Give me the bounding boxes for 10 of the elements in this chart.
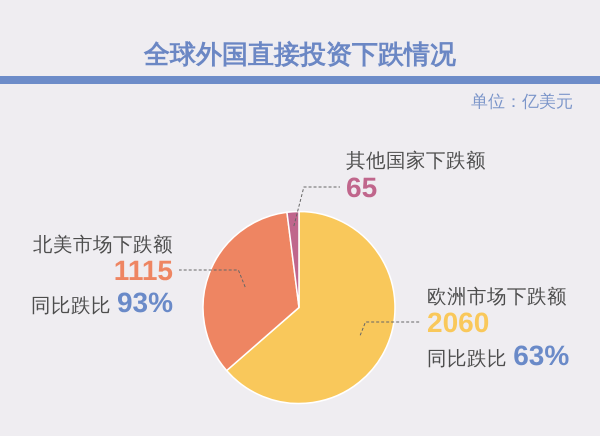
chart-subtitle: 单位：亿美元 (471, 92, 573, 112)
slice-label: 北美市场下跌额 (33, 233, 173, 256)
data-label: 2060 (427, 307, 490, 338)
chart-title: 全球外国直接投资下跌情况 (143, 40, 457, 70)
text: 同比跌比 63% (427, 340, 570, 371)
data-label: 1115 (114, 255, 173, 286)
slice-label: 其他国家下跌额 (346, 149, 486, 172)
slice-label: 欧洲市场下跌额 (427, 285, 567, 308)
text: 同比跌比 93% (30, 287, 173, 318)
data-label: 65 (346, 172, 378, 203)
